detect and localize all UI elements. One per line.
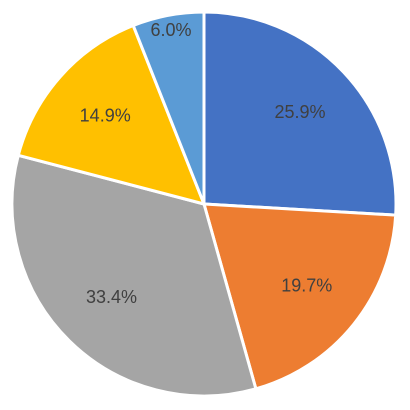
pie-slices	[10, 10, 398, 398]
pie-slice-5	[131, 10, 206, 206]
pie-slice-1	[202, 10, 398, 217]
data-label-5: 6.0%	[150, 20, 191, 40]
data-label-2: 19.7%	[281, 276, 332, 296]
pie-slice-2	[202, 202, 398, 391]
pie-data-labels: 25.9% 19.7% 33.4% 14.9% 6.0%	[80, 20, 333, 307]
data-label-4: 14.9%	[80, 105, 131, 125]
data-label-3: 33.4%	[86, 287, 137, 307]
data-label-1: 25.9%	[274, 102, 325, 122]
pie-slice-3	[10, 153, 258, 398]
pie-slice-4	[16, 24, 206, 206]
